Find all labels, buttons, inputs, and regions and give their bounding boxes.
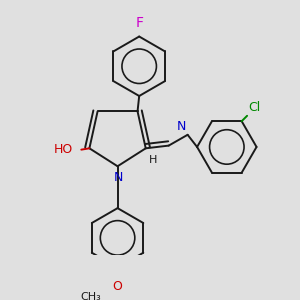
Text: O: O — [112, 280, 122, 293]
Text: F: F — [135, 16, 143, 30]
Text: CH₃: CH₃ — [81, 292, 101, 300]
Text: Cl: Cl — [248, 101, 261, 115]
Text: HO: HO — [54, 143, 73, 156]
Text: N: N — [177, 120, 186, 134]
Text: H: H — [148, 155, 157, 165]
Text: N: N — [114, 171, 124, 184]
